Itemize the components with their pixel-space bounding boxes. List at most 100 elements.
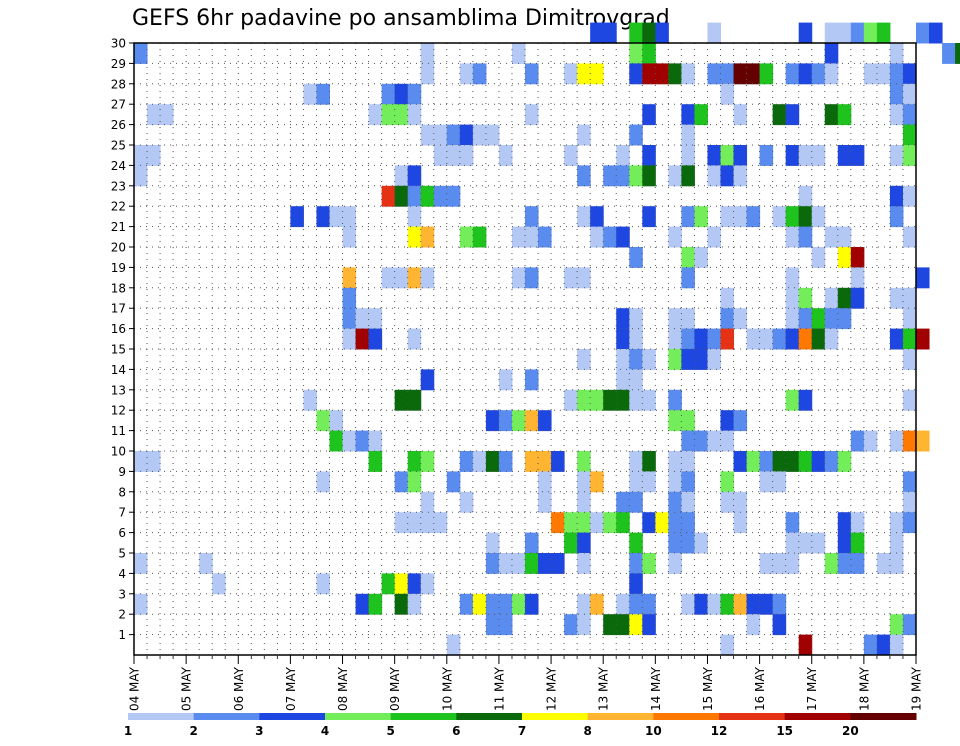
y-tick-label: 9 [118,465,126,479]
heatmap-cell [720,328,735,350]
heatmap-cell [850,532,865,554]
heatmap-cell [720,206,735,228]
heatmap-cell [577,593,591,615]
heatmap-cell [212,573,226,595]
heatmap-cell [342,308,357,330]
heatmap-cell [772,614,787,636]
heatmap-cell [902,83,917,105]
heatmap-cell [525,63,539,85]
heatmap-cell [668,389,682,411]
heatmap-cell [538,451,552,472]
heatmap-cell [916,430,930,452]
colorbar-segment [193,713,260,720]
heatmap-cell [577,491,591,513]
heatmap-cell [772,471,787,493]
heatmap-cell [811,308,826,330]
y-tick-label: 19 [111,261,126,275]
heatmap-cell [733,512,748,534]
heatmap-cell [459,593,474,615]
y-tick-label: 23 [111,179,126,193]
heatmap-cell [889,430,904,452]
heatmap-cell [681,512,695,534]
heatmap-cell [876,634,891,656]
heatmap-cell [902,226,917,248]
heatmap-cell [759,553,774,574]
heatmap-cell [798,389,813,411]
heatmap-cell [629,573,643,595]
heatmap-cell [733,593,748,615]
heatmap-cell [329,206,344,228]
heatmap-cell [746,328,761,350]
colorbar-segment [784,713,851,720]
heatmap-cell [668,532,682,554]
heatmap-cell [824,22,839,44]
heatmap-cell [525,410,539,432]
heatmap-cell [694,430,708,452]
heatmap-cell [707,63,721,85]
heatmap-cell [707,226,721,248]
colorbar-label: 3 [255,724,263,738]
heatmap-cell [902,491,917,513]
heatmap-cell [759,145,774,166]
heatmap-cell [811,328,826,350]
heatmap-cell [694,104,708,126]
heatmap-cell [668,553,682,574]
heatmap-cell [889,185,904,207]
heatmap-cell [707,165,721,187]
heatmap-cell [876,22,891,44]
heatmap-cell [629,328,643,350]
heatmap-cell [902,287,917,309]
heatmap-cell [394,104,409,126]
heatmap-cell [681,410,695,432]
heatmap-cell [498,553,513,574]
heatmap-cell [511,267,526,289]
heatmap-cell [889,83,904,105]
heatmap-cell [889,145,904,166]
heatmap-cell [459,124,474,146]
heatmap-cell [746,614,761,636]
heatmap-cell [850,247,865,268]
heatmap-cell [642,553,656,574]
x-tick-label: 07 MAY [284,666,298,711]
heatmap-cell [889,63,904,85]
heatmap-cell [902,614,917,636]
y-tick-label: 18 [111,281,126,295]
colorbar-segment [325,713,392,720]
heatmap-cell [564,532,578,554]
heatmap-cell [577,165,591,187]
y-tick-label: 15 [111,343,126,357]
heatmap-cell [446,634,461,656]
heatmap-cell [824,308,839,330]
colorbar-segment [850,713,917,720]
heatmap-cell [407,206,422,228]
heatmap-cell [577,267,591,289]
heatmap-cell [420,226,435,248]
heatmap-cell [433,145,448,166]
heatmap-cell [525,593,539,615]
y-tick-label: 24 [111,159,126,173]
heatmap-cell [603,614,617,636]
heatmap-cell [681,349,695,370]
colorbar-label: 10 [645,724,662,738]
heatmap-cell [446,185,461,207]
heatmap-cell [759,63,774,85]
heatmap-cell [472,451,487,472]
heatmap-cell [785,451,800,472]
heatmap-cell [733,145,748,166]
heatmap-cell [485,593,500,615]
heatmap-cell [889,634,904,656]
heatmap-cell [590,593,604,615]
y-tick-label: 1 [118,628,126,642]
heatmap-cell [629,308,643,330]
heatmap-cell [616,389,630,411]
y-tick-label: 7 [118,506,126,520]
y-tick-label: 28 [111,77,126,91]
x-tick-label: 13 MAY [597,666,611,711]
heatmap-cell [134,165,148,187]
heatmap-cell [720,308,735,330]
heatmap-cell [577,206,591,228]
heatmap-cell [655,63,669,85]
heatmap-cell [603,389,617,411]
y-tick-label: 16 [111,322,126,336]
heatmap-cell [538,226,552,248]
